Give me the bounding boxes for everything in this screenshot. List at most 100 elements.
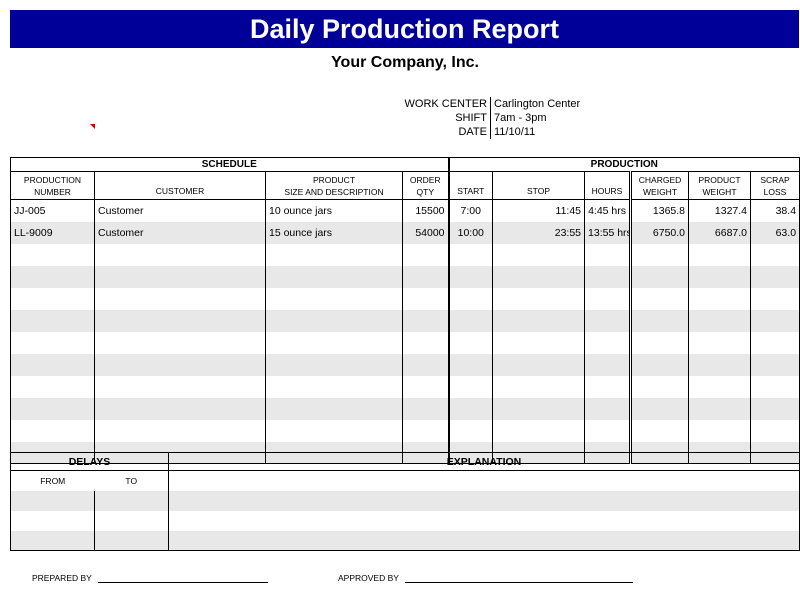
cell-product[interactable] xyxy=(265,287,403,310)
explanation-cell[interactable] xyxy=(168,490,800,511)
cell-charged-weight[interactable] xyxy=(629,353,689,376)
cell-product[interactable] xyxy=(265,309,403,332)
approved-by-line[interactable] xyxy=(404,572,633,583)
cell-charged-weight[interactable] xyxy=(629,265,689,288)
cell-production-number[interactable] xyxy=(11,244,95,266)
cell-stop[interactable] xyxy=(492,265,585,288)
work-center-value[interactable]: Carlington Center xyxy=(490,97,580,111)
cell-order-qty[interactable] xyxy=(401,243,449,266)
cell-order-qty[interactable] xyxy=(401,265,449,288)
cell-customer[interactable]: Customer xyxy=(94,221,266,244)
cell-order-qty[interactable] xyxy=(401,331,449,354)
cell-customer[interactable]: Customer xyxy=(94,199,266,222)
cell-scrap-loss[interactable] xyxy=(750,397,800,420)
cell-charged-weight[interactable] xyxy=(629,331,689,354)
delay-from-cell[interactable] xyxy=(10,490,95,511)
cell-stop[interactable] xyxy=(492,397,585,420)
cell-order-qty[interactable] xyxy=(401,287,449,310)
cell-stop[interactable] xyxy=(492,243,585,266)
cell-stop[interactable] xyxy=(492,375,585,398)
cell-customer[interactable] xyxy=(94,331,266,354)
cell-order-qty[interactable]: 54000 xyxy=(401,221,449,244)
cell-stop[interactable] xyxy=(492,419,585,442)
cell-hours[interactable] xyxy=(584,397,631,420)
cell-scrap-loss[interactable] xyxy=(750,375,800,398)
cell-start[interactable] xyxy=(447,265,493,288)
delay-to-cell[interactable] xyxy=(93,510,169,531)
delay-from-cell[interactable] xyxy=(10,530,95,551)
cell-product-weight[interactable] xyxy=(688,397,751,420)
cell-stop[interactable] xyxy=(492,287,585,310)
cell-start[interactable] xyxy=(447,353,493,376)
cell-start[interactable] xyxy=(447,243,493,266)
cell-hours[interactable]: 4:45 hrs xyxy=(584,199,631,222)
cell-product-weight[interactable] xyxy=(688,287,751,310)
cell-scrap-loss[interactable] xyxy=(750,331,800,354)
cell-scrap-loss[interactable]: 38.4 xyxy=(750,199,800,222)
cell-scrap-loss[interactable] xyxy=(750,243,800,266)
cell-start[interactable] xyxy=(447,287,493,310)
cell-order-qty[interactable] xyxy=(401,309,449,332)
cell-production-number[interactable]: JJ-005 xyxy=(14,204,46,217)
cell-charged-weight[interactable] xyxy=(629,309,689,332)
cell-product[interactable] xyxy=(265,243,403,266)
cell-customer[interactable] xyxy=(94,397,266,420)
cell-stop[interactable]: 11:45 xyxy=(492,199,585,222)
cell-production-number[interactable] xyxy=(10,397,95,420)
cell-scrap-loss[interactable] xyxy=(750,419,800,442)
cell-start[interactable] xyxy=(447,309,493,332)
cell-production-number[interactable] xyxy=(11,376,95,398)
cell-scrap-loss[interactable] xyxy=(750,309,800,332)
cell-scrap-loss[interactable] xyxy=(750,265,800,288)
cell-product-weight[interactable] xyxy=(688,309,751,332)
cell-start[interactable] xyxy=(447,331,493,354)
cell-start[interactable]: 10:00 xyxy=(447,221,493,244)
cell-production-number[interactable] xyxy=(10,265,95,288)
cell-order-qty[interactable]: 15500 xyxy=(401,199,449,222)
cell-product[interactable] xyxy=(265,331,403,354)
cell-hours[interactable] xyxy=(584,419,631,442)
cell-product[interactable] xyxy=(265,375,403,398)
cell-hours[interactable] xyxy=(584,309,631,332)
cell-charged-weight[interactable] xyxy=(629,287,689,310)
cell-production-number[interactable] xyxy=(11,332,95,354)
cell-stop[interactable] xyxy=(492,353,585,376)
cell-product[interactable]: 15 ounce jars xyxy=(265,221,403,244)
cell-customer[interactable] xyxy=(94,265,266,288)
prepared-by-line[interactable] xyxy=(97,572,268,583)
cell-charged-weight[interactable]: 6750.0 xyxy=(629,221,689,244)
cell-product[interactable] xyxy=(265,419,403,442)
cell-customer[interactable] xyxy=(94,243,266,266)
cell-product-weight[interactable] xyxy=(688,353,751,376)
cell-customer[interactable] xyxy=(94,375,266,398)
cell-hours[interactable] xyxy=(584,287,631,310)
cell-start[interactable] xyxy=(447,397,493,420)
cell-charged-weight[interactable] xyxy=(629,419,689,442)
cell-charged-weight[interactable] xyxy=(629,375,689,398)
shift-value[interactable]: 7am - 3pm xyxy=(490,111,547,125)
cell-customer[interactable] xyxy=(94,287,266,310)
cell-product-weight[interactable] xyxy=(688,419,751,442)
cell-hours[interactable] xyxy=(584,243,631,266)
cell-customer[interactable] xyxy=(94,419,266,442)
cell-charged-weight[interactable] xyxy=(629,243,689,266)
cell-product-weight[interactable] xyxy=(688,331,751,354)
cell-scrap-loss[interactable]: 63.0 xyxy=(750,221,800,244)
cell-hours[interactable] xyxy=(584,265,631,288)
cell-stop[interactable] xyxy=(492,331,585,354)
cell-production-number[interactable] xyxy=(11,420,95,442)
cell-product[interactable]: 10 ounce jars xyxy=(265,199,403,222)
cell-stop[interactable]: 23:55 xyxy=(492,221,585,244)
cell-charged-weight[interactable]: 1365.8 xyxy=(629,199,689,222)
cell-order-qty[interactable] xyxy=(401,375,449,398)
cell-order-qty[interactable] xyxy=(401,397,449,420)
comment-indicator-icon[interactable] xyxy=(90,124,95,129)
cell-scrap-loss[interactable] xyxy=(750,287,800,310)
cell-hours[interactable]: 13:55 hrs xyxy=(584,221,631,244)
cell-product[interactable] xyxy=(265,397,403,420)
date-value[interactable]: 11/10/11 xyxy=(490,125,535,139)
explanation-cell[interactable] xyxy=(168,530,800,551)
cell-customer[interactable] xyxy=(94,353,266,376)
delay-from-cell[interactable] xyxy=(11,511,95,531)
cell-production-number[interactable] xyxy=(10,309,95,332)
